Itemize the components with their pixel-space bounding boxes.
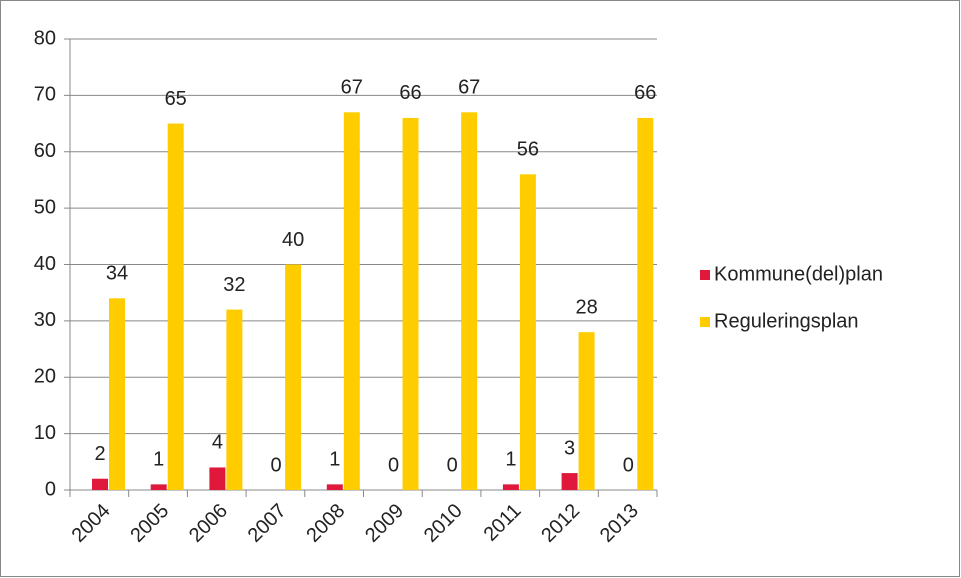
- y-tick-label: 40: [34, 253, 56, 275]
- value-label: 0: [447, 454, 458, 476]
- value-label: 28: [575, 296, 597, 318]
- bar: [343, 112, 360, 490]
- y-tick-label: 70: [34, 84, 56, 106]
- value-label: 67: [341, 77, 363, 99]
- y-tick-label: 10: [34, 422, 56, 444]
- bar: [150, 484, 167, 490]
- value-label: 32: [223, 274, 245, 296]
- bar: [109, 298, 125, 490]
- y-tick-label: 0: [45, 478, 56, 500]
- bar: [502, 484, 519, 490]
- y-tick-label: 50: [34, 196, 56, 218]
- bar: [578, 332, 595, 490]
- value-label: 66: [399, 82, 421, 104]
- bar: [637, 117, 654, 491]
- bar: [226, 309, 243, 490]
- value-label: 1: [329, 449, 340, 471]
- value-label: 0: [623, 454, 634, 476]
- value-label: 1: [505, 449, 516, 471]
- value-label: 67: [458, 77, 480, 99]
- value-label: 2: [94, 443, 105, 465]
- value-label: 0: [271, 454, 282, 476]
- legend-swatch: [700, 317, 710, 327]
- value-label: 4: [212, 432, 223, 454]
- value-label: 65: [165, 88, 187, 110]
- bar: [285, 264, 302, 490]
- value-label: 66: [634, 82, 656, 104]
- y-tick-label: 60: [34, 140, 56, 162]
- bar: [402, 117, 419, 491]
- y-tick-label: 30: [34, 309, 56, 331]
- value-label: 1: [153, 449, 164, 471]
- bar: [561, 473, 578, 490]
- y-tick-label: 20: [34, 366, 56, 388]
- legend-swatch: [700, 270, 710, 280]
- value-label: 0: [388, 454, 399, 476]
- value-label: 34: [106, 263, 128, 285]
- y-tick-label: 80: [34, 27, 56, 49]
- value-label: 56: [517, 139, 539, 161]
- legend-label: Kommune(del)plan: [714, 263, 883, 285]
- bar: [167, 123, 184, 490]
- bar: [461, 112, 478, 490]
- bar: [326, 484, 343, 490]
- bar: [519, 174, 536, 491]
- value-label: 3: [564, 437, 575, 459]
- value-label: 40: [282, 229, 304, 251]
- bar: [92, 478, 108, 490]
- bar: [209, 467, 226, 490]
- legend-label: Reguleringsplan: [714, 310, 859, 332]
